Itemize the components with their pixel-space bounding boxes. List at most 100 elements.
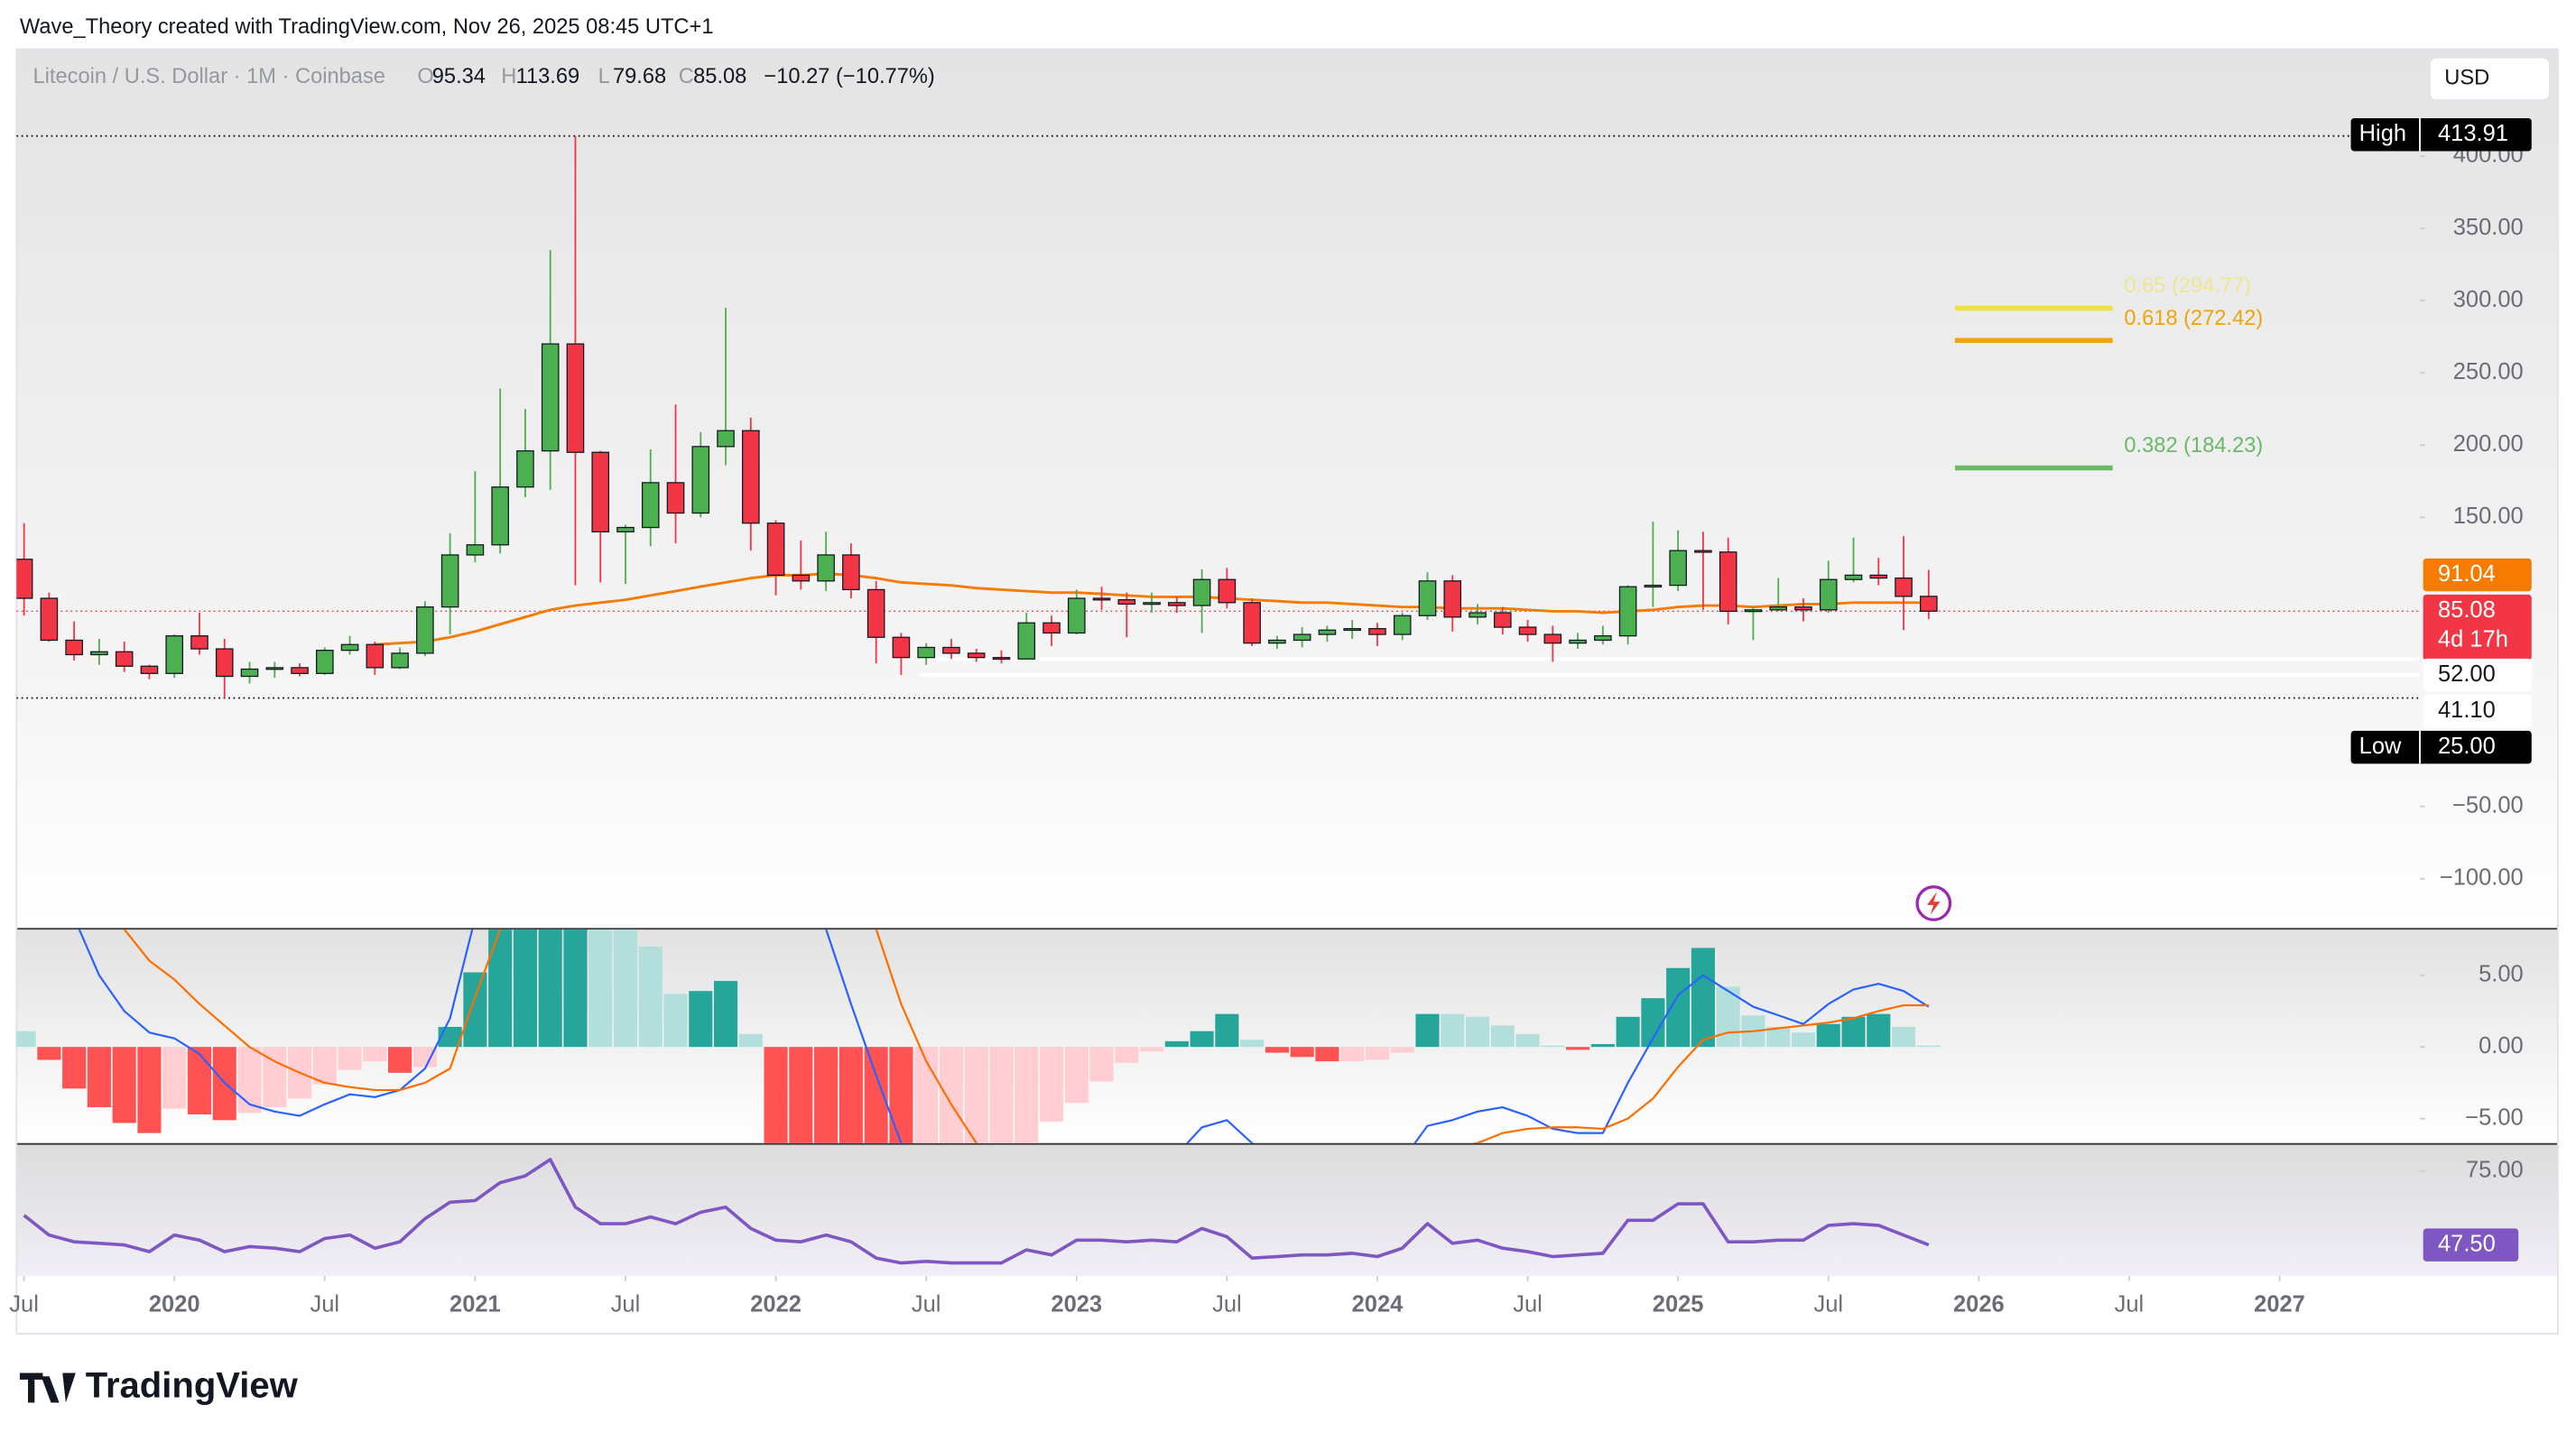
candle-body	[1143, 602, 1161, 605]
macd-histogram-bar	[538, 929, 562, 1048]
candle-body	[115, 651, 134, 667]
macd-histogram-bar	[1315, 1047, 1339, 1062]
legend-value: 95.34	[432, 65, 486, 88]
candle-body	[1092, 597, 1111, 601]
macd-histogram-bar	[764, 1047, 788, 1143]
time-axis	[16, 1276, 2558, 1334]
macd-histogram-bar	[789, 1047, 813, 1143]
macd-histogram-bar	[1240, 1040, 1265, 1048]
chart-frame	[15, 48, 2559, 1335]
price-label-name: High	[2359, 121, 2406, 146]
macd-histogram-bar	[1590, 1044, 1615, 1048]
y-tick-label: 350.00	[2453, 215, 2524, 240]
candle-body	[717, 430, 735, 448]
candle-body	[65, 639, 83, 656]
candle-body	[1168, 602, 1186, 606]
candle-body	[40, 597, 59, 642]
x-tick-label: Jul	[1212, 1292, 1242, 1317]
candle-body	[1418, 580, 1437, 616]
x-tick-label: 2023	[1051, 1292, 1102, 1317]
candle-body	[1794, 605, 1812, 611]
candle-body	[992, 657, 1011, 661]
candle-body	[1618, 586, 1637, 637]
macd-histogram-bar	[312, 1047, 337, 1085]
symbol-title: Litecoin / U.S. Dollar · 1M · Coinbase	[32, 65, 385, 88]
macd-histogram-bar	[939, 1047, 963, 1143]
candle-body	[1192, 578, 1211, 606]
macd-histogram-bar	[1115, 1047, 1139, 1063]
macd-histogram-bar	[513, 929, 537, 1048]
macd-histogram-bar	[689, 991, 713, 1048]
x-tick-label: Jul	[310, 1292, 340, 1317]
macd-histogram-bar	[839, 1047, 863, 1143]
candle-body	[165, 635, 184, 674]
candle-body	[792, 574, 811, 582]
macd-histogram-bar	[1441, 1013, 1465, 1048]
candle-body	[516, 450, 534, 488]
legend-value: 113.69	[516, 65, 580, 88]
macd-line	[78, 929, 1930, 1143]
candle-body	[1393, 615, 1412, 635]
macd-histogram-bar	[1390, 1047, 1414, 1053]
macd-histogram-bar	[87, 1047, 111, 1107]
candle-body	[917, 646, 935, 659]
price-label-box	[2350, 730, 2532, 764]
candle-body	[1518, 626, 1537, 635]
candle-body	[1243, 602, 1261, 644]
candle-body	[440, 554, 459, 608]
y-tick-label: 75.00	[2466, 1157, 2524, 1182]
macd-histogram-bar	[1791, 1032, 1816, 1048]
candle-body	[591, 451, 610, 532]
price-label-value: 91.04	[2438, 561, 2496, 587]
macd-histogram-bar	[889, 1047, 913, 1143]
candle-body	[1644, 584, 1663, 588]
candle-body	[466, 544, 485, 556]
candle-body	[641, 482, 660, 529]
currency[interactable]: USD	[2444, 67, 2489, 90]
legend-key: C	[679, 65, 694, 88]
macd-histogram-bar	[1867, 1013, 1891, 1048]
candle-body	[1543, 633, 1562, 644]
x-tick-label: 2020	[149, 1292, 200, 1317]
price-label-value: 25.00	[2438, 734, 2496, 759]
rsi-line	[23, 1158, 1930, 1265]
candle-body	[967, 652, 986, 659]
macd-histogram-bar	[1841, 1016, 1866, 1048]
currency-button[interactable]	[2429, 56, 2551, 101]
axes: Jul 2020 Jul 2021 Jul 2022 Jul 2023 Jul 2024 Jul 20…	[9, 118, 2532, 1317]
candle-body	[1469, 612, 1487, 618]
x-tick-label: Jul	[1813, 1292, 1843, 1317]
candle-body	[1067, 597, 1086, 634]
candle-body	[215, 648, 234, 678]
candle-body	[291, 667, 309, 674]
price-label-box	[2423, 594, 2532, 661]
legend-key: H	[501, 65, 516, 88]
y-tick-label: −5.00	[2465, 1105, 2523, 1130]
candle-body	[416, 605, 434, 654]
fib-label: 0.382 (184.23)	[2124, 434, 2263, 458]
x-tick-label: Jul	[2115, 1292, 2145, 1317]
macd-histogram-bar	[1415, 1013, 1440, 1048]
fib-label: 0.618 (272.42)	[2124, 307, 2263, 330]
macd-histogram-bar	[1290, 1047, 1314, 1058]
macd-histogram-bar	[1340, 1047, 1365, 1062]
price-label-countdown: 4d 17h	[2438, 627, 2508, 652]
candle-body	[366, 643, 385, 669]
branding: TradingView	[86, 1366, 299, 1406]
candle-body	[391, 652, 409, 669]
candle-body	[1769, 605, 1788, 611]
candle-body	[1293, 633, 1311, 642]
candle-body	[491, 486, 509, 546]
x-tick-label: Jul	[912, 1292, 941, 1317]
y-tick-label: 300.00	[2453, 287, 2524, 312]
macd-histogram-bar	[488, 929, 513, 1048]
alert-icon[interactable]	[1915, 885, 1952, 921]
macd-histogram-bar	[1816, 1023, 1840, 1048]
price-label-box	[2423, 558, 2532, 592]
price-label-box	[2350, 118, 2532, 152]
macd-histogram-bar	[964, 1047, 988, 1143]
x-tick-label: 2027	[2254, 1292, 2305, 1317]
y-tick-label: 150.00	[2453, 504, 2524, 529]
